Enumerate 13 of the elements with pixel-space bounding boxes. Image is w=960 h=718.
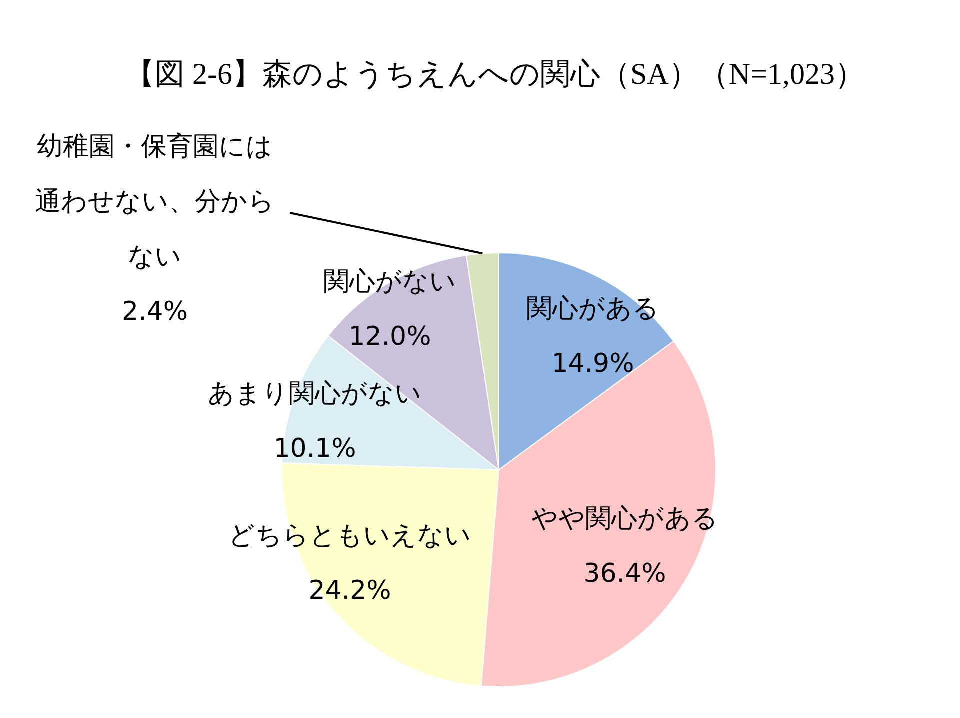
data-label: 24.2% bbox=[308, 576, 392, 606]
data-label: 36.4% bbox=[584, 559, 666, 589]
slice-label: どちらともいえない bbox=[228, 521, 472, 551]
data-label: 2.4% bbox=[122, 297, 188, 327]
slice-label: あまり関心がない bbox=[208, 379, 422, 409]
data-label: 10.1% bbox=[274, 434, 356, 464]
chart-title: 【図 2-6】森のようちえんへの関心（SA）（N=1,023） bbox=[125, 58, 865, 91]
data-label: 14.9% bbox=[552, 349, 634, 379]
slice-label: 関心がある bbox=[526, 294, 660, 324]
slice-label: 幼稚園・保育園には通わせない、分からない bbox=[35, 132, 275, 272]
slice-label: 関心がない bbox=[324, 267, 456, 297]
data-label: 12.0% bbox=[348, 322, 432, 352]
slice-label: やや関心がある bbox=[532, 504, 718, 534]
